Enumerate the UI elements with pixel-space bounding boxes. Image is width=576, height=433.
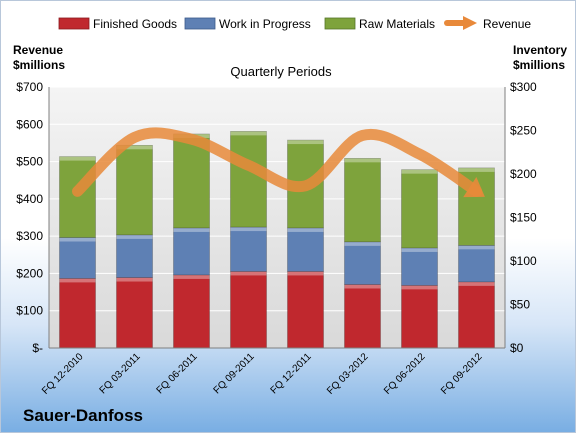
left-tick-label: $- <box>32 341 43 355</box>
bar-finished-goods <box>230 271 267 349</box>
legend-item-revenue: Revenue <box>444 16 531 31</box>
x-tick-label: FQ 03-2011 <box>98 351 143 396</box>
left-tick-label: $400 <box>16 192 43 206</box>
right-axis-ticks: $0 $50 $100 $150 $200 $250 $300 <box>510 80 537 355</box>
legend: Finished Goods Work in Progress Raw Mate… <box>58 16 531 31</box>
bar-work-in-progress <box>344 241 381 285</box>
right-tick-label: $150 <box>510 211 537 225</box>
left-tick-label: $300 <box>16 229 43 243</box>
legend-swatch-work-in-progress <box>184 17 216 30</box>
x-tick-label: FQ 09-2011 <box>212 351 257 396</box>
right-tick-label: $250 <box>510 124 537 138</box>
bar-finished-goods <box>116 277 153 349</box>
left-tick-label: $100 <box>16 304 43 318</box>
x-tick-label: FQ 06-2012 <box>382 351 428 397</box>
legend-arrowhead-revenue <box>463 16 477 30</box>
bar-finished-goods <box>401 285 438 349</box>
legend-item-finished-goods: Finished Goods <box>58 17 177 31</box>
bar-raw-materials <box>173 133 210 229</box>
bar-work-in-progress <box>116 234 153 278</box>
company-name: Sauer-Danfoss <box>23 406 143 425</box>
bar-work-in-progress <box>287 227 324 272</box>
bar-raw-materials <box>116 144 153 236</box>
bar-finished-goods <box>173 274 210 349</box>
bar-finished-goods <box>344 284 381 349</box>
right-tick-label: $0 <box>510 341 524 355</box>
legend-swatch-raw-materials <box>324 17 356 30</box>
right-tick-label: $100 <box>510 254 537 268</box>
left-axis-ticks: $- $100 $200 $300 $400 $500 $600 $700 <box>16 80 43 355</box>
bar-work-in-progress <box>230 226 267 272</box>
chart-title: Quarterly Periods <box>230 64 332 79</box>
bar-raw-materials <box>344 158 381 243</box>
left-tick-label: $200 <box>16 266 43 280</box>
legend-swatch-finished-goods <box>58 17 90 30</box>
left-axis-title-line2: $millions <box>13 58 65 72</box>
x-tick-label: FQ 03-2012 <box>325 351 371 397</box>
left-tick-label: $700 <box>16 80 43 94</box>
bar-work-in-progress <box>458 245 495 283</box>
bar-finished-goods <box>59 278 96 349</box>
left-tick-label: $600 <box>16 117 43 131</box>
bar-work-in-progress <box>173 227 210 276</box>
x-axis-labels: FQ 12-2010 FQ 03-2011 FQ 06-2011 FQ 09-2011… <box>40 351 485 397</box>
right-tick-label: $200 <box>510 167 537 181</box>
legend-label-work-in-progress: Work in Progress <box>219 17 311 31</box>
bar-work-in-progress <box>401 247 438 286</box>
legend-item-work-in-progress: Work in Progress <box>184 17 311 31</box>
bar-work-in-progress <box>59 237 96 279</box>
right-tick-label: $300 <box>510 80 537 94</box>
bar-raw-materials <box>59 156 96 238</box>
right-tick-label: $50 <box>510 298 530 312</box>
left-axis-title-line1: Revenue <box>13 43 63 57</box>
legend-label-raw-materials: Raw Materials <box>359 17 435 31</box>
x-tick-label: FQ 06-2011 <box>155 351 200 396</box>
revenue-line <box>72 127 485 198</box>
bar-raw-materials <box>401 169 438 249</box>
x-tick-label: FQ 09-2012 <box>439 351 485 397</box>
legend-item-raw-materials: Raw Materials <box>324 17 435 31</box>
right-axis-title-line2: $millions <box>513 58 565 72</box>
legend-label-finished-goods: Finished Goods <box>93 17 177 31</box>
legend-label-revenue: Revenue <box>483 17 531 31</box>
revenue-arrowhead <box>463 176 485 198</box>
right-axis-title-line1: Inventory <box>513 43 567 57</box>
x-tick-label: FQ 12-2010 <box>40 351 86 397</box>
x-tick-label: FQ 12-2011 <box>269 351 314 396</box>
bar-finished-goods <box>458 281 495 349</box>
bar-finished-goods <box>287 271 324 349</box>
bar-raw-materials <box>230 131 267 228</box>
revenue-path <box>72 127 482 197</box>
left-tick-label: $500 <box>16 155 43 169</box>
